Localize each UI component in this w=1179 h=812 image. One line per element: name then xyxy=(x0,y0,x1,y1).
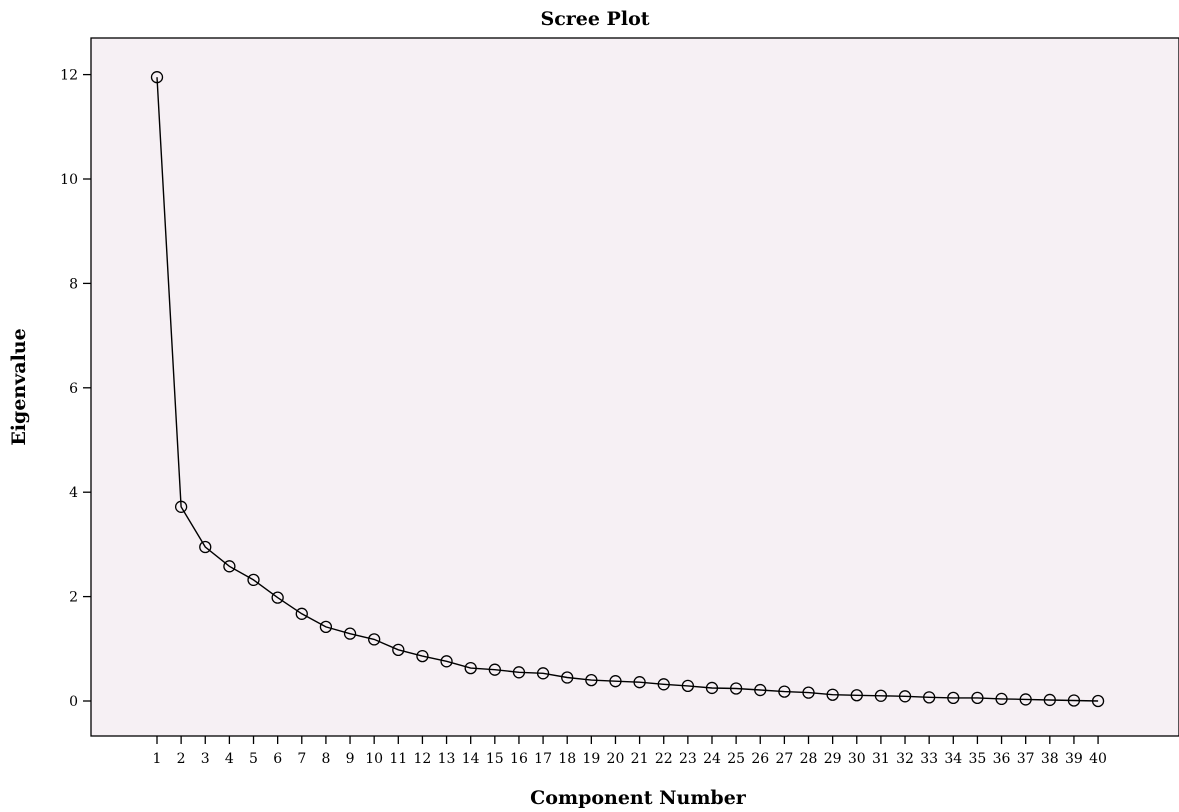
y-tick-label: 10 xyxy=(60,172,78,188)
y-tick-label: 0 xyxy=(69,694,78,710)
data-point-marker xyxy=(874,689,888,702)
data-point-marker xyxy=(199,540,212,554)
x-tick-label: 9 xyxy=(346,751,355,767)
data-point-marker xyxy=(440,655,453,668)
data-point-marker xyxy=(343,627,357,640)
x-tick-label: 8 xyxy=(321,751,330,767)
data-point-marker xyxy=(223,560,236,573)
x-tick-label: 26 xyxy=(751,751,769,767)
data-point-marker xyxy=(488,663,501,676)
x-tick-label: 30 xyxy=(848,751,866,767)
x-tick-label: 31 xyxy=(872,751,890,767)
x-tick-label: 20 xyxy=(607,751,625,767)
y-tick-label: 2 xyxy=(69,590,78,606)
data-point-marker xyxy=(995,692,1008,706)
x-axis-label: Component Number xyxy=(530,787,747,809)
y-tick-label: 12 xyxy=(60,68,78,84)
data-point-marker xyxy=(971,691,984,705)
data-point-marker xyxy=(609,675,622,688)
x-tick-label: 14 xyxy=(462,751,480,767)
x-tick-label: 29 xyxy=(824,751,842,767)
x-tick-label: 39 xyxy=(1065,751,1083,767)
data-point-marker xyxy=(150,71,164,84)
data-point-marker xyxy=(657,678,670,691)
data-point-marker xyxy=(561,671,574,684)
x-tick-label: 2 xyxy=(177,751,186,767)
data-point-marker xyxy=(898,690,912,703)
x-tick-label: 18 xyxy=(558,751,576,767)
x-tick-label: 17 xyxy=(534,751,552,767)
data-point-marker xyxy=(271,591,284,604)
x-tick-label: 7 xyxy=(297,751,306,767)
y-axis-label: Eigenvalue xyxy=(8,328,30,445)
x-tick-label: 34 xyxy=(944,751,962,767)
data-point-marker xyxy=(1091,694,1105,708)
x-tick-label: 11 xyxy=(389,751,407,767)
data-point-marker xyxy=(319,620,333,634)
data-point-marker xyxy=(729,682,743,695)
data-point-marker xyxy=(1067,694,1081,707)
data-point-marker xyxy=(947,691,960,705)
y-axis: 0 2 4 6 8 10 12 xyxy=(60,68,91,710)
x-tick-label: 13 xyxy=(438,751,456,767)
x-tick-label: 33 xyxy=(920,751,938,767)
data-point-marker xyxy=(850,689,863,702)
x-tick-label: 19 xyxy=(582,751,600,767)
data-point-marker xyxy=(802,686,815,699)
chart-title: Scree Plot xyxy=(540,8,649,30)
x-tick-label: 35 xyxy=(969,751,987,767)
x-axis: 1 2 3 4 5 6 7 8 9 10 11 12 13 14 15 16 17 18 19 20 21 22 23 24 2… xyxy=(153,736,1107,767)
data-point-marker xyxy=(464,661,477,675)
data-point-marker xyxy=(705,681,719,695)
x-tick-label: 36 xyxy=(993,751,1011,767)
data-point-marker xyxy=(512,666,526,679)
data-point-marker xyxy=(585,673,598,687)
data-point-marker xyxy=(754,683,767,697)
x-tick-label: 23 xyxy=(679,751,697,767)
y-tick-label: 6 xyxy=(69,381,78,397)
x-tick-label: 10 xyxy=(365,751,383,767)
x-tick-label: 5 xyxy=(249,751,258,767)
data-point-marker xyxy=(826,688,839,701)
series-layer xyxy=(150,71,1105,708)
data-point-marker xyxy=(295,607,308,620)
data-point-marker xyxy=(416,649,429,663)
x-tick-label: 16 xyxy=(510,751,528,767)
x-tick-label: 25 xyxy=(727,751,745,767)
data-point-marker xyxy=(247,573,260,587)
data-point-marker xyxy=(633,676,646,689)
data-point-marker xyxy=(681,679,695,693)
data-point-marker xyxy=(1019,693,1032,706)
x-tick-label: 28 xyxy=(800,751,818,767)
x-tick-label: 37 xyxy=(1017,751,1035,767)
x-tick-label: 1 xyxy=(153,751,162,767)
x-tick-label: 38 xyxy=(1041,751,1059,767)
x-tick-label: 24 xyxy=(703,751,721,767)
data-point-marker xyxy=(1043,693,1056,707)
series-line xyxy=(156,77,1099,702)
data-point-marker xyxy=(392,643,405,656)
plot-area xyxy=(90,37,1179,737)
x-tick-label: 3 xyxy=(201,751,210,767)
y-tick-label: 8 xyxy=(69,276,78,292)
x-tick-label: 32 xyxy=(896,751,914,767)
data-point-marker xyxy=(536,667,550,680)
x-tick-label: 22 xyxy=(655,751,673,767)
x-tick-label: 15 xyxy=(486,751,504,767)
data-point-marker xyxy=(778,685,791,698)
x-tick-label: 4 xyxy=(225,751,234,767)
data-point-marker xyxy=(923,691,936,704)
x-tick-label: 27 xyxy=(775,751,793,767)
x-tick-label: 6 xyxy=(273,751,282,767)
data-point-marker xyxy=(174,500,188,513)
x-tick-label: 12 xyxy=(414,751,432,767)
x-tick-label: 40 xyxy=(1089,751,1107,767)
x-tick-label: 21 xyxy=(631,751,649,767)
y-tick-label: 4 xyxy=(69,485,78,501)
data-point-marker xyxy=(368,633,381,646)
